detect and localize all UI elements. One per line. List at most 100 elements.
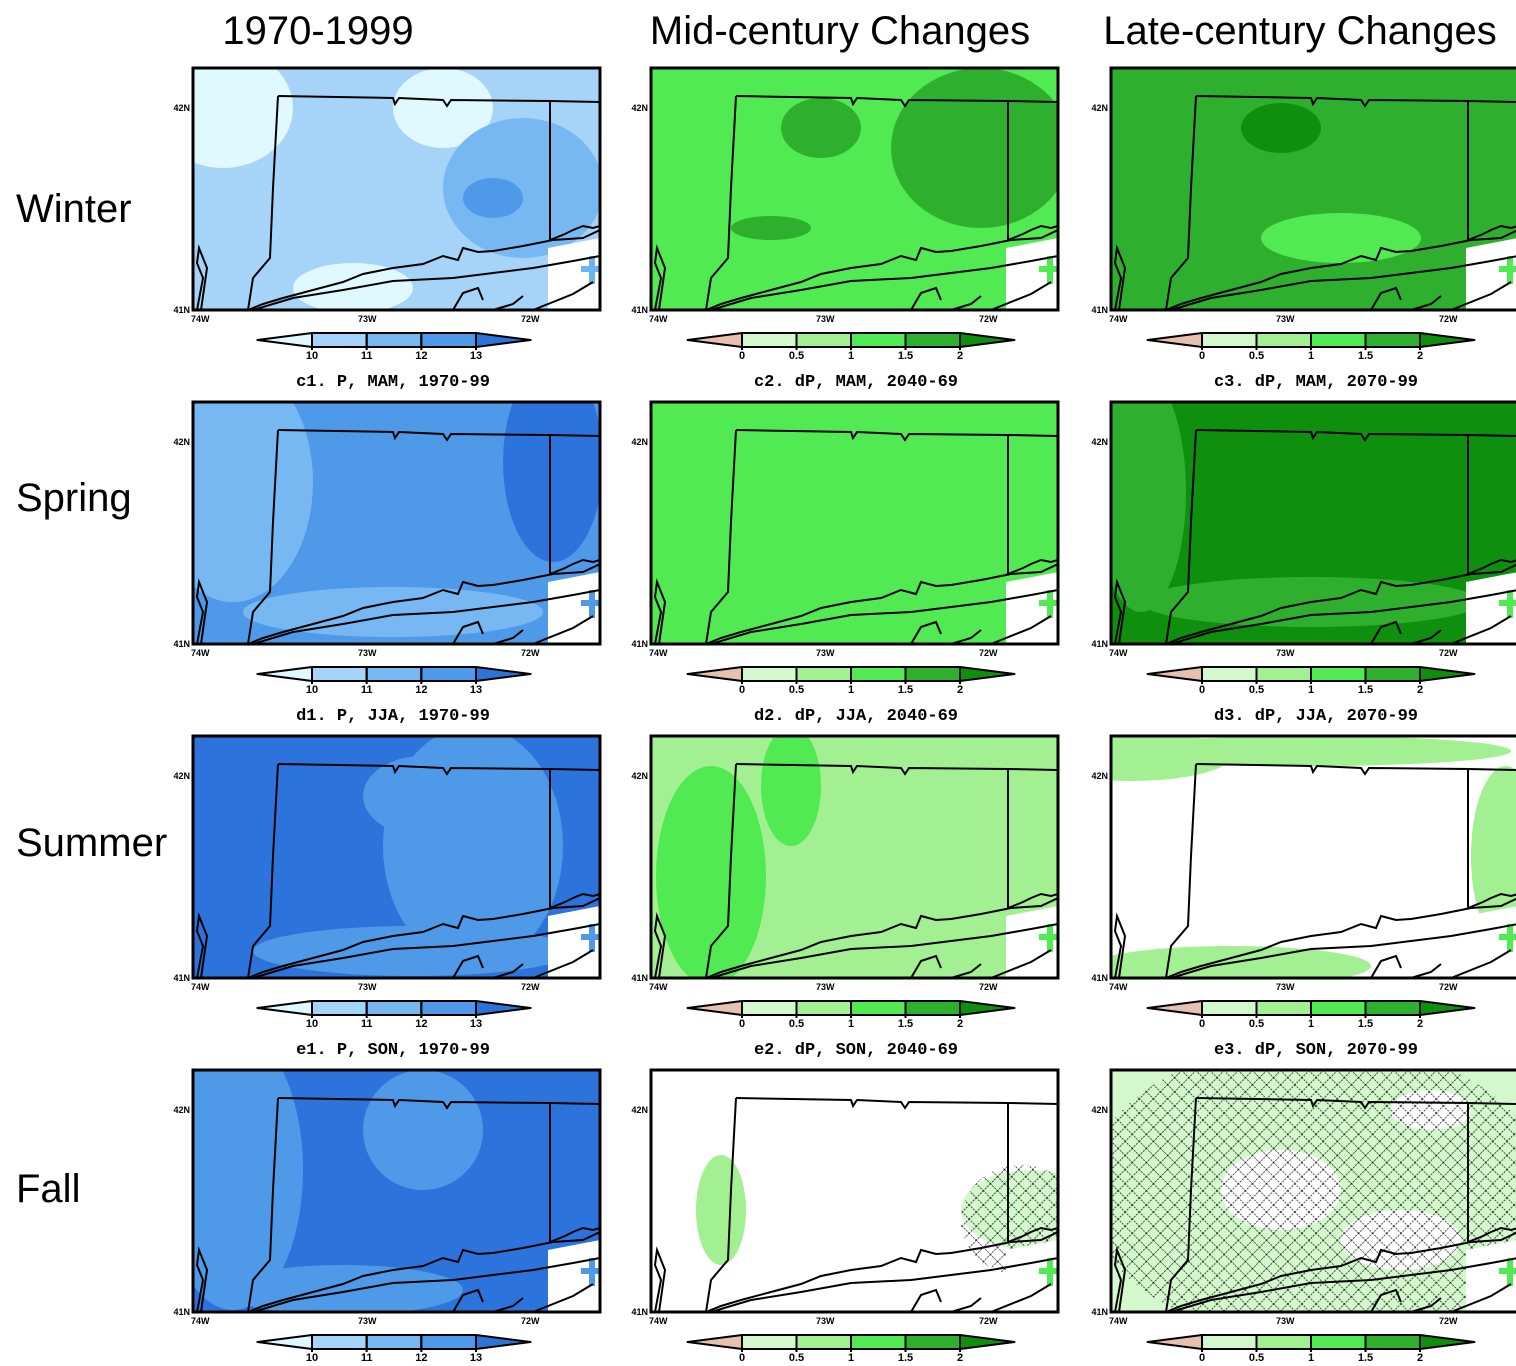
boundary xyxy=(1468,1103,1516,1104)
colorbar-segment xyxy=(797,1335,852,1349)
colorbar-tick-label: 1 xyxy=(848,684,854,696)
colorbar-segment xyxy=(476,667,531,681)
lat-label: 41N xyxy=(631,1307,648,1317)
boundary xyxy=(1468,435,1516,436)
lat-label: 41N xyxy=(1091,305,1108,315)
panel-caption: c3. dP, MAM, 2070-99 xyxy=(1214,373,1418,392)
map-shading xyxy=(891,68,1071,228)
map-shading xyxy=(243,587,543,637)
colorbar-tick-label: 0.5 xyxy=(789,350,804,362)
colorbar-tick-label: 0 xyxy=(739,350,745,362)
boundary xyxy=(1008,435,1058,436)
lon-label: 74W xyxy=(1109,314,1128,324)
colorbar-segment xyxy=(851,333,906,347)
map-shading xyxy=(503,362,603,562)
colorbar-tick-label: 12 xyxy=(415,684,427,696)
map-content xyxy=(1096,372,1516,644)
colorbar-segment xyxy=(421,1335,476,1349)
map-shading xyxy=(163,1030,303,1310)
map-shading xyxy=(153,362,313,602)
map-content xyxy=(651,68,1071,310)
panel-caption: d2. dP, JJA, 2040-69 xyxy=(754,707,958,726)
map-shading xyxy=(463,178,523,218)
colorbar-segment xyxy=(367,1335,422,1349)
colorbar-tick-label: 12 xyxy=(415,1352,427,1364)
colorbar-tick-label: 1.5 xyxy=(1358,350,1373,362)
colorbar-segment xyxy=(1420,333,1475,347)
colorbar-tick-label: 0.5 xyxy=(789,1352,804,1364)
map-content xyxy=(163,1030,600,1315)
lon-label: 74W xyxy=(1109,982,1128,992)
colorbar-tick-label: 0.5 xyxy=(1249,350,1264,362)
colorbar-tick-label: 2 xyxy=(1417,350,1423,362)
colorbar-segment xyxy=(476,333,531,347)
colorbar-tick-label: 0 xyxy=(1199,684,1205,696)
lon-label: 72W xyxy=(979,314,998,324)
colorbar-segment xyxy=(1148,667,1203,681)
colorbar-segment xyxy=(1257,333,1312,347)
boundary xyxy=(1468,101,1516,102)
colorbar-segment xyxy=(1420,1001,1475,1015)
colorbar-segment xyxy=(257,1335,312,1349)
colorbar-tick-label: 1.5 xyxy=(1358,1352,1373,1364)
colorbar-tick-label: 1.5 xyxy=(898,1352,913,1364)
map-shading xyxy=(1241,103,1321,153)
map-shading xyxy=(443,118,603,258)
colorbar-segment xyxy=(1311,667,1366,681)
colorbar-tick-label: 2 xyxy=(1417,1352,1423,1364)
lat-label: 41N xyxy=(173,305,190,315)
lat-label: 42N xyxy=(1091,1105,1108,1115)
panel-caption: d1. P, JJA, 1970-99 xyxy=(296,707,490,726)
map-content xyxy=(153,48,603,313)
lon-label: 72W xyxy=(979,1316,998,1326)
colorbar-tick-label: 0.5 xyxy=(789,684,804,696)
lon-label: 72W xyxy=(521,648,540,658)
colorbar-tick-label: 13 xyxy=(470,1352,482,1364)
colorbar-tick-label: 0.5 xyxy=(1249,1018,1264,1030)
map-panel: 42N41N74W73W72W xyxy=(1091,372,1516,658)
map-shading xyxy=(1111,736,1511,766)
map-shading xyxy=(656,766,766,986)
colorbar-tick-label: 0.5 xyxy=(1249,1352,1264,1364)
colorbar-segment xyxy=(1202,333,1257,347)
colorbar-tick-label: 2 xyxy=(957,1018,963,1030)
colorbar-segment xyxy=(906,1001,961,1015)
boundary xyxy=(550,101,600,102)
panel-caption: c2. dP, MAM, 2040-69 xyxy=(754,373,958,392)
colorbar-segment xyxy=(688,1335,743,1349)
map-shading xyxy=(651,402,1058,644)
map-shading xyxy=(363,1070,483,1190)
map-content xyxy=(651,726,1058,986)
map-content xyxy=(1111,68,1516,310)
lon-label: 73W xyxy=(358,314,377,324)
lat-label: 42N xyxy=(631,1105,648,1115)
colorbar-segment xyxy=(960,1001,1015,1015)
colorbar-segment xyxy=(367,1001,422,1015)
colorbar-segment xyxy=(421,333,476,347)
lon-label: 73W xyxy=(1276,1316,1295,1326)
lat-label: 41N xyxy=(631,639,648,649)
colorbar-tick-label: 13 xyxy=(470,350,482,362)
lat-label: 42N xyxy=(173,437,190,447)
map-shading xyxy=(696,1155,746,1265)
lon-label: 73W xyxy=(816,1316,835,1326)
colorbar-segment xyxy=(1311,333,1366,347)
lat-label: 42N xyxy=(631,437,648,447)
figure: 1970-1999 Mid-century Changes Late-centu… xyxy=(0,0,1516,1366)
colorbar-tick-label: 0 xyxy=(1199,350,1205,362)
colorbar-tick-label: 0.5 xyxy=(1249,684,1264,696)
lon-label: 73W xyxy=(358,1316,377,1326)
colorbar-tick-label: 1.5 xyxy=(898,1018,913,1030)
colorbar-segment xyxy=(312,1001,367,1015)
lon-label: 74W xyxy=(649,1316,668,1326)
column-header: Late-century Changes xyxy=(1103,9,1497,53)
panel-caption: e1. P, SON, 1970-99 xyxy=(296,1041,490,1060)
colorbar-segment xyxy=(421,667,476,681)
lon-label: 72W xyxy=(521,982,540,992)
lat-label: 41N xyxy=(173,973,190,983)
colorbar-segment xyxy=(312,333,367,347)
colorbar-segment xyxy=(367,333,422,347)
lon-label: 73W xyxy=(1276,648,1295,658)
